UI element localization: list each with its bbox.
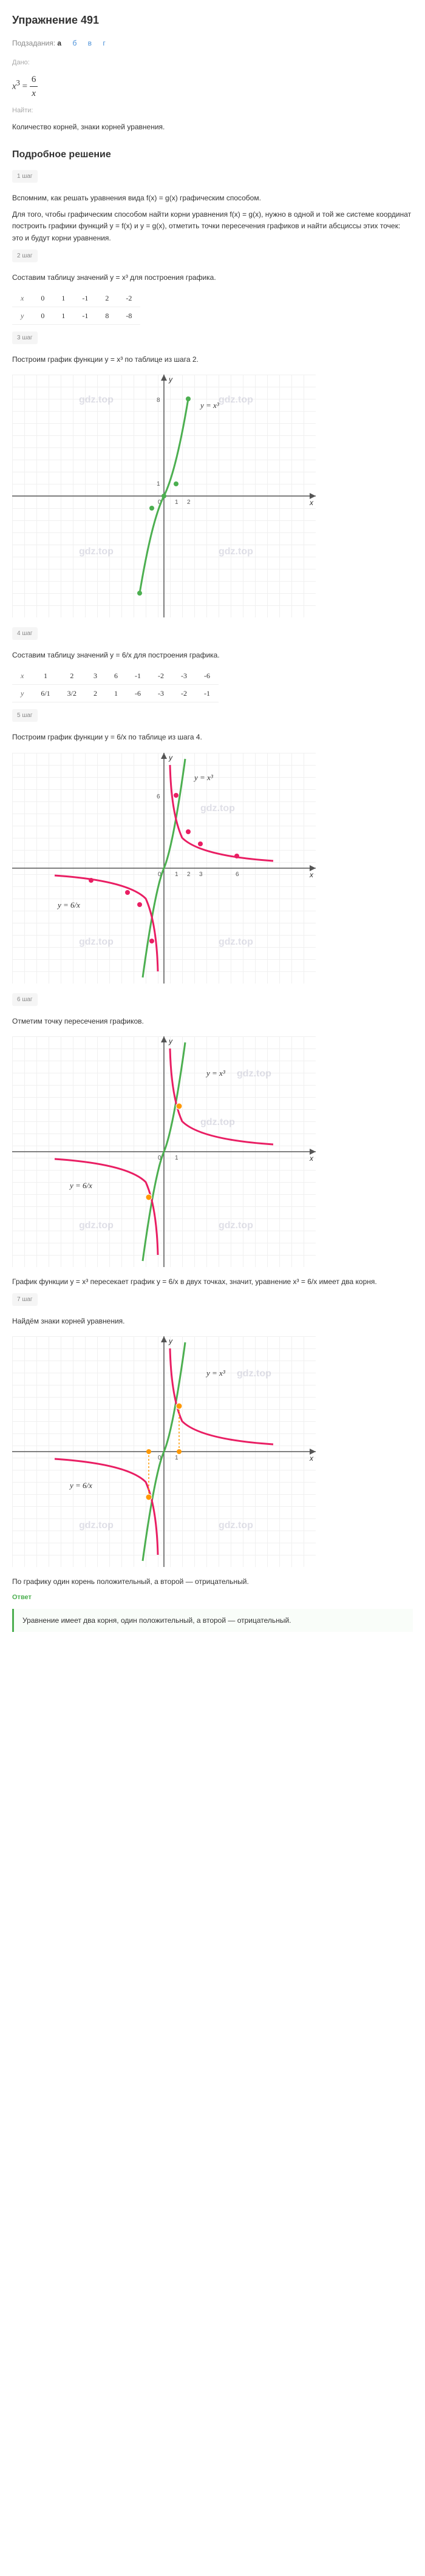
graph-1: x y 0 1 2 1 8 y = x³ gdz.top gdz.top gdz… bbox=[12, 375, 316, 617]
svg-text:1: 1 bbox=[175, 1155, 178, 1161]
graph-3: x y 0 1 y = x³ y = 6/x gdz.top gdz.top g… bbox=[12, 1036, 316, 1267]
graph-4: x y 0 1 y = x³ y = 6/x gdz.top gdz.top g… bbox=[12, 1336, 316, 1567]
step-text-7: Найдём знаки корней уравнения. bbox=[12, 1316, 413, 1327]
subtask-v[interactable]: в bbox=[88, 39, 92, 47]
table-row: y 6/1 3/2 2 1 -6 -3 -2 -1 bbox=[12, 685, 219, 702]
svg-text:x: x bbox=[309, 871, 314, 879]
table-2: x 1 2 3 6 -1 -2 -3 -6 y 6/1 3/2 2 1 -6 -… bbox=[12, 667, 413, 702]
svg-text:1: 1 bbox=[157, 481, 160, 488]
svg-text:6: 6 bbox=[236, 871, 239, 878]
equation: x3 = 6x bbox=[12, 73, 413, 101]
step-badge-3: 3 шаг bbox=[12, 331, 38, 344]
answer-text: Уравнение имеет два корня, один положите… bbox=[22, 1616, 291, 1625]
svg-text:6: 6 bbox=[157, 794, 160, 800]
svg-text:y = x³: y = x³ bbox=[205, 1069, 226, 1078]
page-title: Упражнение 491 bbox=[12, 12, 413, 29]
subtasks-label: Подзадания: bbox=[12, 39, 55, 47]
table-row: y 0 1 -1 8 -8 bbox=[12, 307, 140, 324]
step-badge-2: 2 шаг bbox=[12, 250, 38, 262]
find-text: Количество корней, знаки корней уравнени… bbox=[12, 121, 413, 132]
svg-text:y = 6/x: y = 6/x bbox=[69, 1481, 92, 1490]
svg-text:3: 3 bbox=[199, 871, 203, 878]
subtasks-row: Подзадания: а б в г bbox=[12, 38, 413, 49]
svg-text:2: 2 bbox=[187, 499, 191, 506]
subtask-a[interactable]: а bbox=[57, 39, 61, 47]
step-badge-5: 5 шаг bbox=[12, 709, 38, 722]
svg-text:1: 1 bbox=[175, 1455, 178, 1461]
step-badge-7: 7 шаг bbox=[12, 1293, 38, 1306]
conclusion-1: График функции y = x³ пересекает график … bbox=[12, 1276, 413, 1288]
step-text-4: Составим таблицу значений y = 6/x для по… bbox=[12, 650, 413, 661]
table-row: x 1 2 3 6 -1 -2 -3 -6 bbox=[12, 667, 219, 685]
svg-text:y: y bbox=[168, 1037, 173, 1045]
svg-text:y: y bbox=[168, 1337, 173, 1345]
svg-text:y: y bbox=[168, 375, 173, 384]
table-1: x 0 1 -1 2 -2 y 0 1 -1 8 -8 bbox=[12, 290, 413, 325]
svg-text:y = x³: y = x³ bbox=[199, 401, 220, 410]
answer-block: Уравнение имеет два корня, один положите… bbox=[12, 1609, 413, 1632]
table-row: x 0 1 -1 2 -2 bbox=[12, 290, 140, 307]
step-badge-4: 4 шаг bbox=[12, 627, 38, 640]
svg-text:x: x bbox=[309, 1154, 314, 1163]
conclusion-2: По графику один корень положительный, а … bbox=[12, 1576, 413, 1588]
svg-text:y = x³: y = x³ bbox=[193, 773, 214, 782]
svg-text:8: 8 bbox=[157, 397, 160, 404]
find-label: Найти: bbox=[12, 106, 413, 116]
step-badge-6: 6 шаг bbox=[12, 993, 38, 1006]
svg-text:y = 6/x: y = 6/x bbox=[56, 900, 80, 909]
answer-label: Ответ bbox=[12, 1592, 413, 1603]
subtask-b[interactable]: б bbox=[72, 39, 76, 47]
step-text-2: Составим таблицу значений y = x³ для пос… bbox=[12, 272, 413, 284]
step-text-1b: Для того, чтобы графическим способом най… bbox=[12, 209, 413, 244]
svg-text:x: x bbox=[309, 1454, 314, 1463]
svg-text:y = 6/x: y = 6/x bbox=[69, 1181, 92, 1190]
svg-text:1: 1 bbox=[175, 871, 178, 878]
svg-text:x: x bbox=[309, 498, 314, 507]
step-badge-1: 1 шаг bbox=[12, 170, 38, 183]
graph-2: x y 0 1 2 3 6 6 y = x³ y = 6/x gdz.top bbox=[12, 753, 316, 984]
solution-title: Подробное решение bbox=[12, 148, 413, 162]
svg-text:y = x³: y = x³ bbox=[205, 1368, 226, 1378]
step-text-3: Построим график функции y = x³ по таблиц… bbox=[12, 354, 413, 365]
step-text-6: Отметим точку пересечения графиков. bbox=[12, 1016, 413, 1027]
subtask-g[interactable]: г bbox=[103, 39, 105, 47]
step-text-5: Построим график функции y = 6/x по табли… bbox=[12, 732, 413, 743]
svg-text:2: 2 bbox=[187, 871, 191, 878]
given-label: Дано: bbox=[12, 58, 413, 68]
svg-text:1: 1 bbox=[175, 499, 178, 506]
svg-text:y: y bbox=[168, 753, 173, 762]
step-text-1a: Вспомним, как решать уравнения вида f(x)… bbox=[12, 192, 413, 204]
